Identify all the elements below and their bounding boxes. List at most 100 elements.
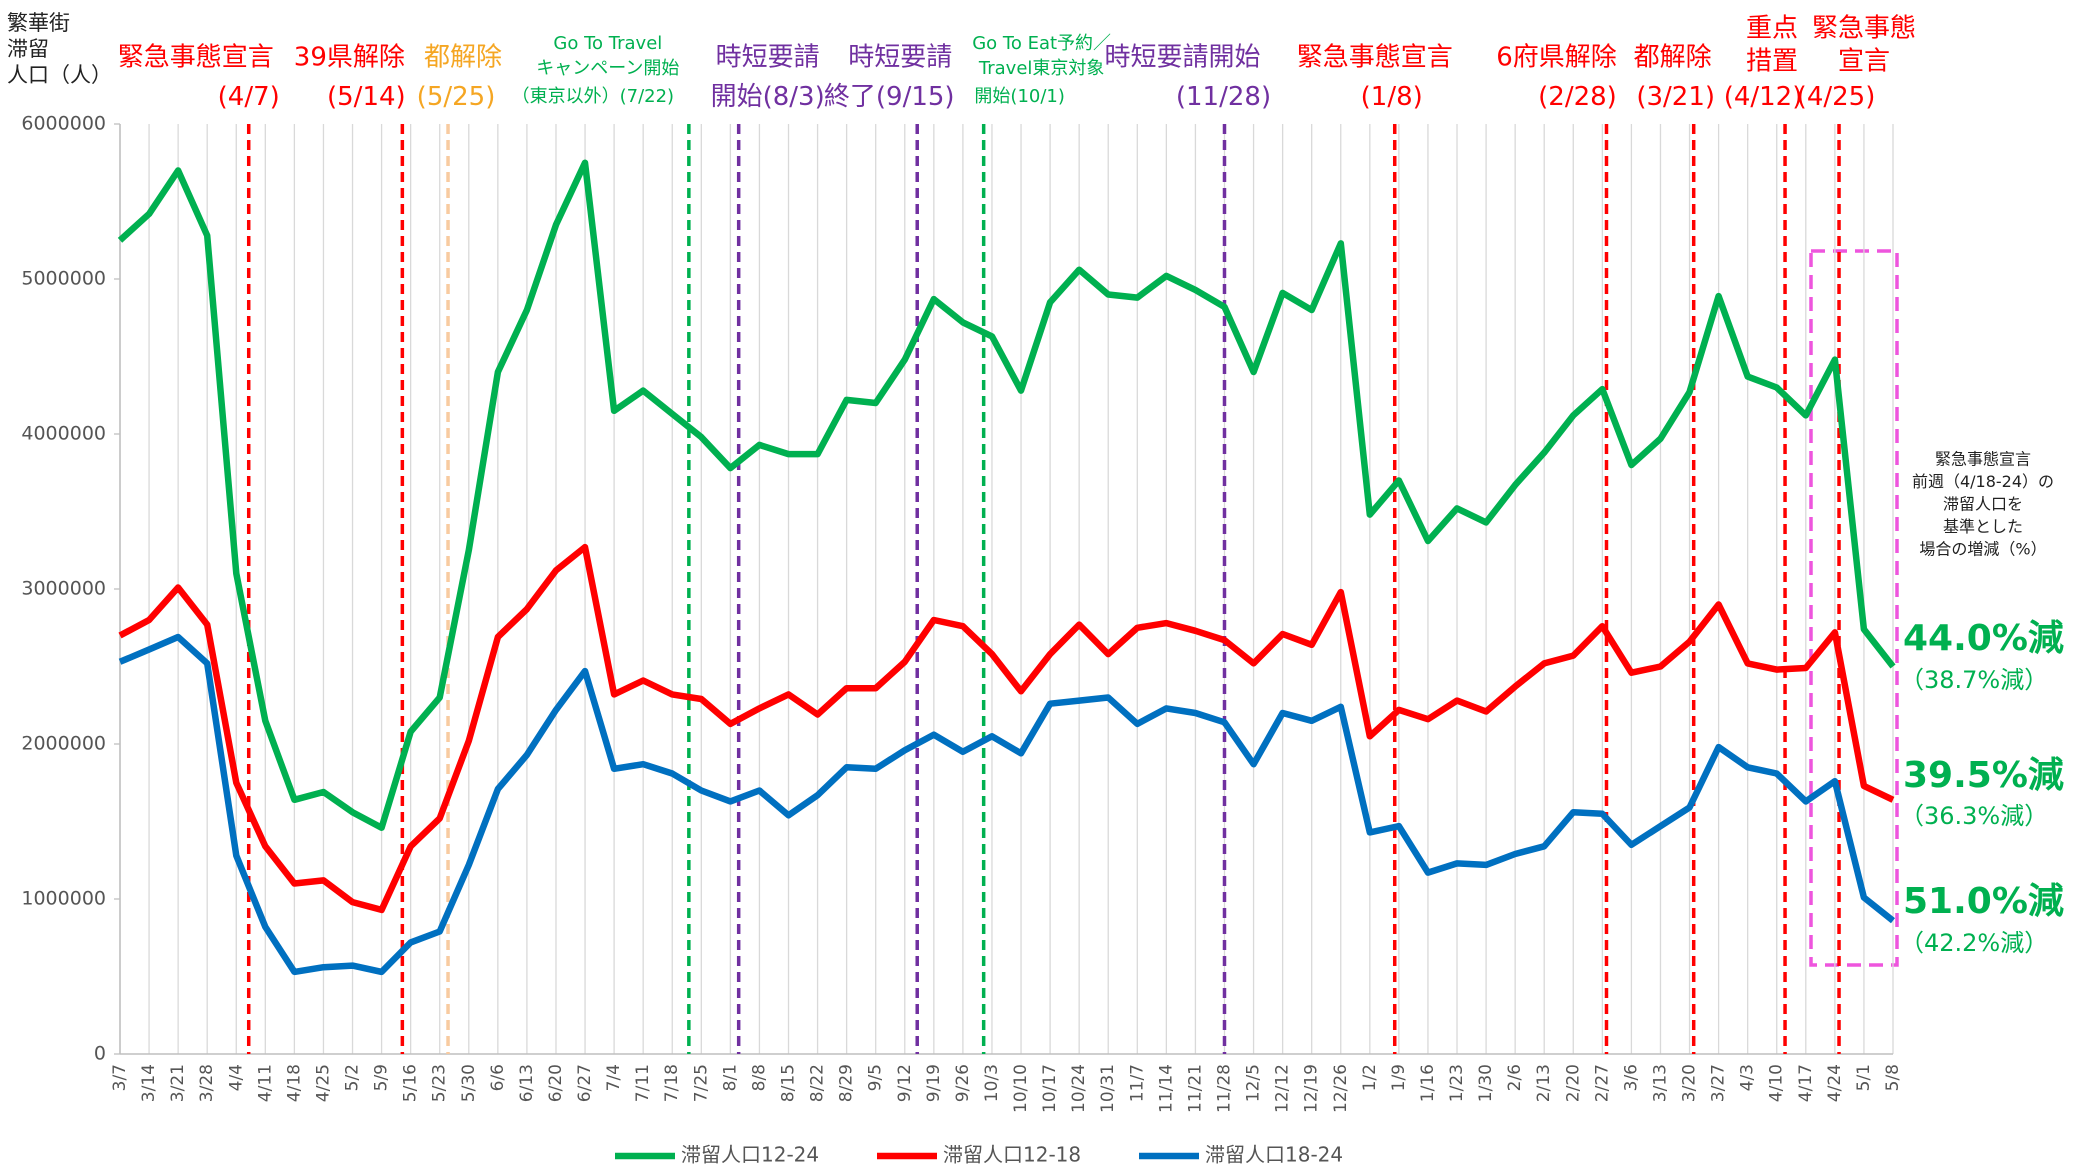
x-tick-label: 2/13	[1534, 1064, 1554, 1102]
x-tick-label: 10/31	[1098, 1064, 1118, 1113]
event-label: 緊急事態	[1812, 14, 1916, 44]
x-tick-label: 1/23	[1447, 1064, 1467, 1102]
x-tick-label: 8/22	[808, 1064, 828, 1102]
annotation: 44.0%減	[1903, 618, 2064, 659]
note-text: 滞留人口を	[1943, 495, 2023, 514]
x-tick-label: 10/17	[1040, 1064, 1060, 1113]
event-date-value: (11/28)	[1176, 82, 1271, 112]
event-note: 開始	[711, 82, 763, 112]
y-tick-label: 2000000	[21, 733, 106, 755]
x-tick-label: 10/24	[1069, 1064, 1089, 1113]
annotation: 39.5%減	[1903, 755, 2064, 796]
event-date-value: (1/8)	[1361, 82, 1423, 112]
event-date-value: (4/7)	[218, 82, 280, 112]
x-tick-label: 11/28	[1214, 1064, 1234, 1113]
x-tick-label: 8/8	[749, 1064, 769, 1091]
note-text: 前週（4/18-24）の	[1912, 472, 2054, 491]
series-line	[117, 159, 1896, 831]
x-tick-label: 10/10	[1011, 1064, 1031, 1113]
x-tick-label: 3/28	[197, 1064, 217, 1102]
legend-label: 滞留人口12-24	[681, 1143, 819, 1166]
y-tick-label: 3000000	[21, 578, 106, 600]
x-tick-label: 9/12	[895, 1064, 915, 1102]
y-axis-label: 滞留	[7, 37, 49, 61]
x-tick-label: 6/27	[575, 1064, 595, 1102]
x-tick-label: 3/13	[1650, 1064, 1670, 1102]
series-line	[118, 543, 1895, 914]
x-tick-label: 8/15	[779, 1064, 799, 1102]
event-date: (5/14)	[327, 82, 406, 112]
event-date-value: (7/22)	[620, 86, 674, 107]
event-date: (3/21)	[1636, 82, 1715, 112]
event-label: 6府県解除	[1496, 43, 1617, 73]
event-date: 終了(9/15)	[824, 82, 955, 112]
event-label: Go To Eat予約／	[972, 33, 1111, 54]
event-date: 開始(10/1)	[974, 86, 1064, 107]
event-label: 重点	[1746, 14, 1798, 44]
event-date-value: (9/15)	[876, 82, 955, 112]
x-tick-label: 9/5	[866, 1064, 886, 1091]
x-tick-label: 12/12	[1273, 1064, 1293, 1113]
x-tick-label: 4/11	[255, 1064, 275, 1102]
event-label: 時短要請	[716, 43, 820, 73]
x-tick-label: 6/20	[546, 1064, 566, 1102]
x-tick-label: 8/29	[837, 1064, 857, 1102]
x-tick-label: 12/19	[1302, 1064, 1322, 1113]
event-label: 時短要請開始	[1104, 43, 1260, 73]
event-date: (11/28)	[1176, 82, 1271, 112]
legend-label: 滞留人口18-24	[1205, 1143, 1343, 1166]
event-label: 都解除	[1634, 43, 1712, 73]
event-date-value: (8/3)	[763, 82, 825, 112]
event-date: (2/28)	[1538, 82, 1617, 112]
note-text: 場合の増減（%）	[1919, 540, 2046, 559]
event-date: （東京以外）(7/22)	[512, 86, 674, 107]
x-tick-label: 4/24	[1825, 1064, 1845, 1102]
x-tick-label: 5/1	[1854, 1064, 1874, 1091]
event-date: 開始(8/3)	[711, 82, 825, 112]
x-tick-label: 10/3	[982, 1064, 1002, 1102]
event-date: (4/25)	[1797, 82, 1876, 112]
x-tick-label: 4/10	[1767, 1064, 1787, 1102]
event-date-value: (3/21)	[1636, 82, 1715, 112]
x-tick-label: 11/21	[1185, 1064, 1205, 1113]
y-axis-label: 人口（人）	[7, 63, 112, 87]
x-tick-label: 2/20	[1563, 1064, 1583, 1102]
x-tick-label: 9/26	[953, 1064, 973, 1102]
x-tick-label: 7/18	[662, 1064, 682, 1102]
x-tick-label: 3/27	[1709, 1064, 1729, 1102]
x-tick-label: 5/9	[372, 1064, 392, 1091]
event-date: (4/7)	[218, 82, 280, 112]
x-tick-label: 4/3	[1738, 1064, 1758, 1091]
event-date-value: (2/28)	[1538, 82, 1617, 112]
event-label: Travel東京対象	[978, 58, 1105, 79]
note-text: 緊急事態宣言	[1935, 450, 2031, 469]
x-tick-label: 9/19	[924, 1064, 944, 1102]
x-tick-label: 3/21	[168, 1064, 188, 1102]
x-tick-label: 5/8	[1883, 1064, 1903, 1091]
x-tick-label: 6/6	[488, 1064, 508, 1091]
event-label: 時短要請	[848, 43, 952, 73]
y-tick-label: 1000000	[21, 888, 106, 910]
event-label: 緊急事態宣言	[118, 43, 274, 73]
x-tick-label: 11/7	[1127, 1064, 1147, 1102]
x-tick-label: 6/13	[517, 1064, 537, 1102]
x-tick-label: 7/4	[604, 1064, 624, 1091]
x-tick-label: 3/7	[110, 1064, 130, 1091]
x-tick-label: 1/16	[1418, 1064, 1438, 1102]
x-tick-label: 2/6	[1505, 1064, 1525, 1091]
y-tick-label: 5000000	[21, 268, 106, 290]
y-tick-label: 6000000	[21, 113, 106, 135]
x-tick-label: 7/11	[633, 1064, 653, 1102]
event-date: (5/25)	[417, 82, 496, 112]
x-tick-label: 3/6	[1621, 1064, 1641, 1091]
note-text: 基準とした	[1943, 517, 2023, 536]
x-tick-label: 4/18	[284, 1064, 304, 1102]
x-tick-label: 1/30	[1476, 1064, 1496, 1102]
x-tick-label: 1/9	[1389, 1064, 1409, 1091]
annotation: 51.0%減	[1903, 881, 2064, 922]
event-note: （東京以外）	[512, 86, 620, 107]
event-label: 緊急事態宣言	[1297, 43, 1453, 73]
x-tick-label: 5/30	[459, 1064, 479, 1102]
x-tick-label: 5/2	[343, 1064, 363, 1091]
x-tick-label: 11/14	[1156, 1064, 1176, 1113]
